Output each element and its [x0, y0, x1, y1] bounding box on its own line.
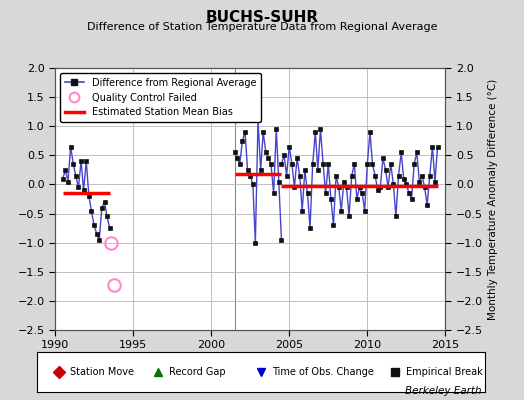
Legend: Difference from Regional Average, Quality Control Failed, Estimated Station Mean: Difference from Regional Average, Qualit… [60, 73, 261, 122]
Text: Record Gap: Record Gap [169, 367, 225, 377]
Y-axis label: Monthly Temperature Anomaly Difference (°C): Monthly Temperature Anomaly Difference (… [488, 78, 498, 320]
Text: Berkeley Earth: Berkeley Earth [406, 386, 482, 396]
Text: Empirical Break: Empirical Break [406, 367, 483, 377]
Text: Time of Obs. Change: Time of Obs. Change [272, 367, 374, 377]
Text: Station Move: Station Move [70, 367, 134, 377]
Text: Difference of Station Temperature Data from Regional Average: Difference of Station Temperature Data f… [87, 22, 437, 32]
Text: BUCHS-SUHR: BUCHS-SUHR [205, 10, 319, 25]
